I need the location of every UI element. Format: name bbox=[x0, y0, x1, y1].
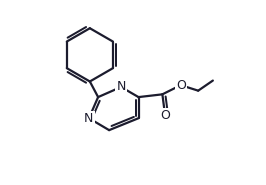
Text: O: O bbox=[160, 109, 170, 122]
Text: N: N bbox=[84, 112, 94, 125]
Text: O: O bbox=[176, 79, 186, 92]
Text: N: N bbox=[117, 80, 126, 93]
